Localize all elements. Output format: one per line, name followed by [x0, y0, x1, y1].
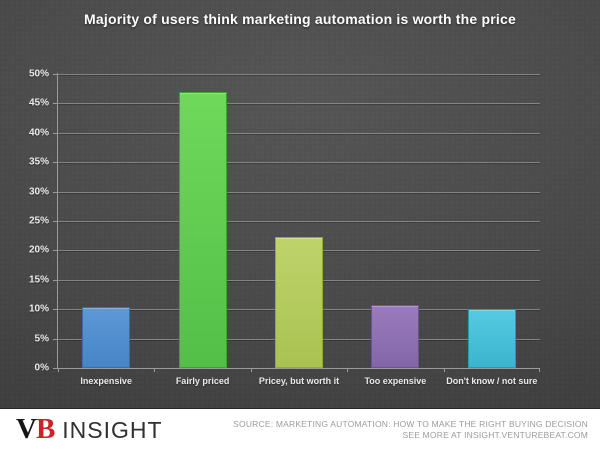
y-tick-50	[53, 74, 57, 75]
y-tick-25	[53, 221, 57, 222]
chart-title: Majority of users think marketing automa…	[84, 11, 516, 27]
y-axis-label-45: 45%	[28, 97, 49, 109]
y-axis-label-35: 35%	[28, 156, 49, 168]
bar-inexpensive	[82, 307, 131, 368]
gridline-25	[58, 221, 540, 222]
x-tick-2	[250, 368, 252, 372]
source-line-1: SOURCE: MARKETING AUTOMATION: HOW TO MAK…	[233, 418, 588, 429]
y-tick-20	[53, 250, 57, 252]
y-axis-label-50: 50%	[28, 68, 49, 80]
source-line-2: SEE MORE AT INSIGHT.VENTUREBEAT.COM	[402, 429, 588, 440]
y-axis-line	[57, 73, 58, 368]
x-axis-label-inexpensive: Inexpensive	[80, 376, 132, 386]
x-axis-label-don-t-know-not-sure: Don't know / not sure	[446, 376, 538, 386]
bar-don-t-know-not-sure	[467, 309, 516, 368]
y-tick-0	[53, 368, 57, 369]
y-tick-30	[53, 191, 57, 193]
x-axis-label-pricey-but-worth-it: Pricey, but worth it	[258, 376, 340, 386]
y-tick-35	[53, 162, 57, 164]
x-tick-4	[443, 368, 445, 372]
x-tick-5	[539, 368, 540, 372]
logo-insight-text: INSIGHT	[62, 417, 163, 443]
y-axis-label-20: 20%	[28, 244, 49, 256]
gridline-35	[58, 162, 540, 164]
x-tick-1	[154, 368, 156, 372]
logo-letter-b: B	[35, 413, 55, 445]
bar-pricey-but-worth-it	[275, 236, 323, 368]
gridline-40	[58, 132, 540, 134]
bar-fairly-priced	[178, 91, 227, 368]
logo-vb-mark: VB	[16, 413, 55, 445]
gridline-45	[58, 103, 540, 105]
y-axis-label-0: 0%	[34, 362, 49, 374]
y-tick-15	[53, 279, 57, 281]
x-axis-line	[57, 368, 540, 369]
logo-letter-v: V	[16, 413, 37, 445]
y-axis-label-15: 15%	[28, 274, 49, 286]
y-tick-5	[53, 338, 57, 340]
y-axis-label-25: 25%	[28, 215, 49, 227]
y-axis-label-10: 10%	[28, 303, 49, 315]
gridline-30	[58, 191, 540, 193]
y-tick-45	[53, 103, 57, 105]
x-tick-3	[347, 368, 349, 372]
y-tick-10	[53, 309, 57, 311]
x-axis-label-fairly-priced: Fairly priced	[175, 376, 230, 386]
source-attribution: SOURCE: MARKETING AUTOMATION: HOW TO MAK…	[233, 419, 588, 441]
gridline-50	[58, 74, 540, 75]
bar-too-expensive	[371, 305, 420, 368]
plot-area: 0% 5% 10% 15% 20% 25% 30% 35% 40% 45% 50% Inexpensi…	[29, 69, 540, 386]
vb-insight-logo: VB INSIGHT	[16, 415, 163, 444]
footer: VB INSIGHT SOURCE: MARKETING AUTOMATION:…	[0, 408, 600, 450]
x-axis-label-too-expensive: Too expensive	[364, 376, 427, 386]
y-axis-label-30: 30%	[28, 186, 49, 198]
y-axis-label-5: 5%	[34, 333, 49, 345]
y-axis-label-40: 40%	[28, 127, 49, 139]
y-tick-40	[53, 132, 57, 134]
x-tick-0	[58, 368, 59, 372]
